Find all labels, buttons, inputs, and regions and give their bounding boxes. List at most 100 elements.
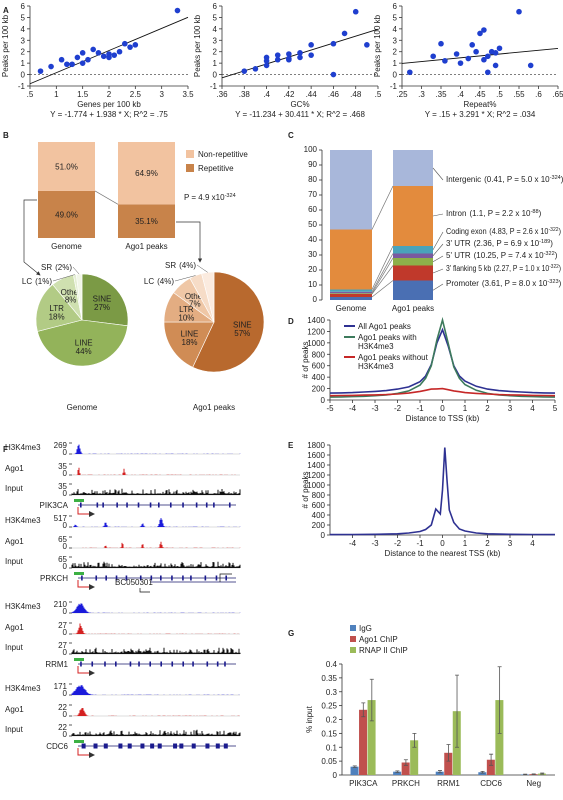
x-tick-label: 1.5 [77,90,89,99]
slice-name: SINE [233,320,252,329]
point [286,55,292,62]
point [492,50,499,56]
point [469,42,476,48]
segment-stat-part: (3.61, P = 8.0 x 10 [482,279,548,288]
error-bar [412,732,417,748]
legend-swatch [344,336,355,338]
exon [192,661,194,667]
bar [495,700,504,775]
segment-stat-part: -322 [549,264,559,270]
exon [205,743,210,749]
y-tick-label: -1 [210,82,218,91]
exon [215,743,220,749]
y-tick-label: 0 [21,71,26,80]
bar [435,771,444,775]
point [111,52,118,58]
legend-item: Ago1 peaks without H3K4me3 [344,353,436,371]
track-label: H3K4me3 [5,684,41,693]
point [438,40,444,47]
point [252,66,259,72]
track-min: 0 [63,710,68,719]
cpg-island [74,499,84,502]
pie-title: Ago1 peaks [193,403,235,412]
error-bar [403,759,408,766]
connector [371,265,394,295]
bar [410,740,419,775]
point [330,71,337,78]
error-bar [361,702,366,718]
leader-line [196,264,208,273]
track-max: 22 [58,703,67,712]
point [90,46,96,53]
y-tick-label: 10 [308,280,317,289]
slice-name: LINE [75,339,93,348]
point [106,51,112,57]
x-axis-label: Repeat% [464,100,497,109]
x-tick-label: Genome [336,304,367,313]
y-tick-label: 800 [312,491,326,500]
slice-value: (4%) [179,261,196,270]
exon [93,743,98,749]
point [364,42,370,48]
legend-swatch [344,356,355,358]
y-tick-label: 3 [213,36,218,45]
bar-segment [393,186,433,246]
x-tick-label: -4 [349,404,357,413]
y-tick-label: 30 [308,250,317,259]
point [64,61,70,68]
x-tick-label: 2 [485,539,490,548]
panel-label: F [3,445,8,454]
y-tick-label: 6 [213,2,218,11]
x-tick-label: RRM1 [437,779,460,788]
signal-track [71,561,241,568]
segment-stat-part: -322 [548,227,558,233]
exon [223,743,228,749]
y-tick-label: 0 [333,771,338,780]
y-axis-label: # of peaks [301,472,310,509]
slice-name: SR [41,263,52,272]
track-min: 0 [63,562,68,571]
error-bar [369,678,374,722]
x-tick-label: Ago1 peaks [125,242,167,251]
y-tick-label: 1 [21,59,26,68]
segment-stat-part: ) [559,264,562,273]
legend-label: Repetitive [198,164,234,173]
cpg-island [74,572,84,575]
x-tick-label: .25 [396,90,408,99]
exon [102,502,104,508]
y-tick-label: 2 [21,48,26,57]
signal-track [71,685,240,695]
track-label: Ago1 [5,537,24,546]
equation: Y = .15 + 3.291 * X; R^2 = .034 [425,110,536,119]
bar [478,772,487,775]
y-tick-label: 80 [308,175,317,184]
leader-line [432,243,444,256]
y-tick-label: 2 [393,48,398,57]
point [481,27,487,33]
signal-track [72,623,239,634]
transcript-arrow [139,573,232,593]
bar [367,700,376,775]
pie-slice [192,271,265,373]
exon [171,575,173,581]
x-axis-label: Genes per 100 kb [77,100,141,109]
bar-segment [330,289,372,292]
signal-track [71,603,241,613]
point [516,8,522,15]
segment-name: 3' UTR [446,239,471,248]
x-tick-label: 1 [463,404,468,413]
y-tick-label: 6 [21,2,26,11]
transcript-name: BC050301 [115,578,153,587]
slice-value: 44% [76,347,92,356]
x-tick-label: Genome [51,242,82,251]
point [263,62,270,69]
leader-line [52,274,75,282]
legend-label: All Ago1 peaks [358,322,411,331]
exon [80,661,82,667]
track-min: 0 [63,521,68,530]
point [274,52,281,58]
panel-label: B [3,131,9,140]
slice-label: LC (4%) [144,277,174,286]
gene-name: CDC6 [46,742,68,751]
